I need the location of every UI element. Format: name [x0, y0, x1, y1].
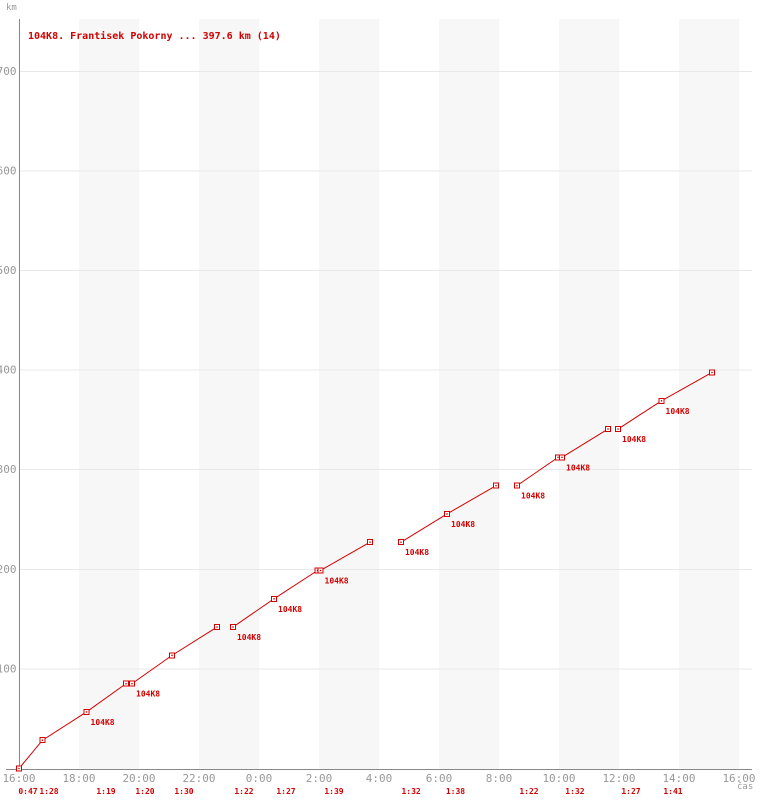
x-axis-tick-label: 18:00: [62, 772, 95, 785]
data-point-dot: [516, 484, 518, 487]
data-point-label: 104K8: [622, 435, 646, 444]
chart-title: 104K8. Frantisek Pokorny ... 397.6 km (1…: [28, 31, 281, 42]
race-line-segment: [18, 683, 127, 769]
data-point-dot: [711, 371, 713, 374]
data-point-dot: [319, 569, 322, 572]
lap-time-label: 1:22: [519, 787, 538, 796]
lap-time-label: 1:32: [401, 787, 420, 796]
data-point-dot: [617, 428, 619, 430]
data-point-dot: [273, 598, 275, 600]
lap-time-label: 1:28: [39, 787, 58, 796]
data-point-dot: [41, 739, 44, 741]
x-axis-tick-label: 6:00: [426, 772, 453, 785]
x-axis-tick-label: 14:00: [662, 772, 695, 785]
lap-time-label: 0:47: [18, 787, 37, 796]
x-axis-tick-label: 12:00: [602, 772, 635, 785]
lap-time-label: 1:30: [174, 787, 193, 796]
y-axis-tick-label: 600: [0, 164, 17, 177]
lap-time-label: 1:41: [663, 787, 682, 796]
shaded-band: [559, 19, 619, 770]
x-axis-tick-label: 10:00: [542, 772, 575, 785]
data-point-label: 104K8: [566, 463, 590, 472]
data-point-dot: [18, 767, 20, 770]
lap-time-label: 1:38: [446, 787, 465, 796]
x-axis-tick-label: 16:00: [2, 772, 35, 785]
data-point-dot: [561, 456, 563, 459]
race-line-segment: [561, 428, 609, 458]
data-point-label: 104K8: [405, 548, 429, 557]
lap-time-label: 1:19: [96, 787, 115, 796]
y-axis-tick-label: 200: [0, 563, 17, 576]
data-point-label: 104K8: [278, 605, 302, 614]
y-axis-unit-label: km: [6, 3, 17, 13]
race-line-segment: [516, 456, 559, 487]
shaded-band: [79, 19, 139, 770]
y-axis-tick-label: 700: [0, 65, 17, 78]
data-point-label: 104K8: [91, 718, 115, 727]
data-point-dot: [557, 456, 559, 459]
x-axis-tick-label: 20:00: [122, 772, 155, 785]
x-axis-tick-label: 8:00: [486, 772, 513, 785]
data-point-label: 104K8: [237, 633, 261, 642]
x-axis-tick-label: 4:00: [366, 772, 393, 785]
data-point-label: 104K8: [666, 407, 690, 416]
data-point-dot: [171, 654, 173, 657]
lap-time-label: 1:22: [234, 787, 253, 796]
y-axis-tick-label: 500: [0, 264, 17, 277]
x-axis-tick-label: 16:00: [722, 772, 755, 785]
race-line-segment: [320, 541, 371, 571]
data-point-label: 104K8: [136, 690, 160, 699]
lap-time-label: 1:27: [621, 787, 640, 796]
data-point-label: 104K8: [325, 576, 349, 585]
data-point-dot: [369, 541, 371, 543]
shaded-band: [679, 19, 739, 770]
data-point-dot: [232, 626, 234, 628]
data-point-dot: [495, 484, 497, 487]
data-point-label: 104K8: [451, 520, 475, 529]
lap-time-label: 1:32: [565, 787, 584, 796]
data-point-dot: [125, 682, 127, 685]
y-axis-tick-label: 100: [0, 662, 17, 675]
lap-time-label: 1:27: [276, 787, 295, 796]
lap-time-label: 1:39: [324, 787, 343, 796]
x-axis-tick-label: 22:00: [182, 772, 215, 785]
x-axis-tick-label: 2:00: [306, 772, 333, 785]
x-axis-tick-label: 0:00: [246, 772, 273, 785]
data-point-dot: [400, 541, 402, 543]
data-point-dot: [85, 711, 88, 713]
shaded-band: [319, 19, 379, 770]
data-point-dot: [216, 626, 218, 628]
data-point-dot: [131, 682, 133, 685]
data-point-dot: [607, 428, 609, 430]
y-axis-tick-label: 400: [0, 364, 17, 377]
data-point-label: 104K8: [521, 492, 545, 501]
lap-time-label: 1:20: [135, 787, 154, 796]
shaded-band: [439, 19, 499, 770]
y-axis-tick-label: 300: [0, 463, 17, 476]
data-point-dot: [446, 513, 448, 515]
shaded-band: [199, 19, 259, 770]
data-point-dot: [660, 400, 663, 402]
x-axis-unit-label: čas: [737, 782, 754, 792]
